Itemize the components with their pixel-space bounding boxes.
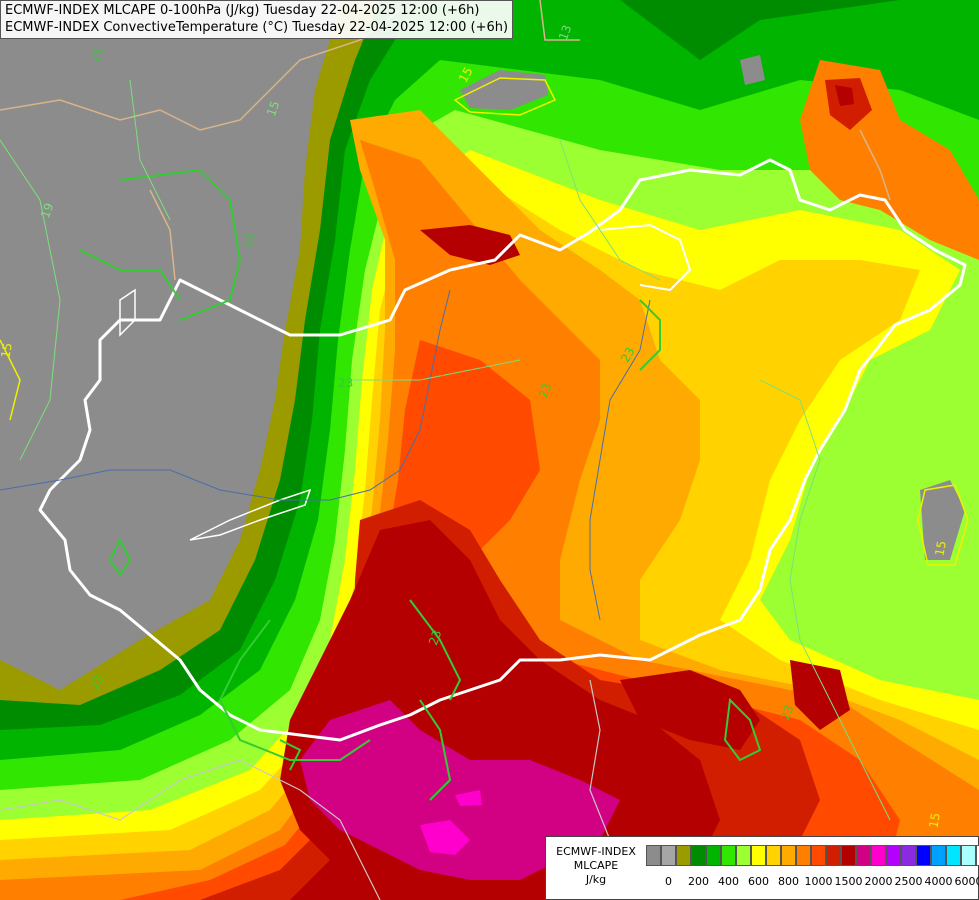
legend-swatch	[916, 845, 931, 866]
map-title-box: ECMWF-INDEX MLCAPE 0-100hPa (J/kg) Tuesd…	[0, 0, 514, 39]
legend-swatch	[706, 845, 721, 866]
legend-ticks: 0 200 400 600 800 100015002000250040006000	[646, 875, 979, 889]
border-tan-1	[0, 9, 401, 131]
contour-label: 23	[618, 345, 638, 365]
legend-title: ECMWF-INDEX MLCAPE J/kg	[546, 845, 646, 887]
contours-convective-temp-thin	[0, 79, 891, 821]
legend-tick-label: 600	[748, 875, 769, 888]
contour-label: 15	[0, 342, 15, 359]
contour-label: 19	[38, 201, 56, 220]
title-mlcape: ECMWF-INDEX MLCAPE 0-100hPa (J/kg) Tuesd…	[5, 3, 480, 18]
legend-tick-label: 6000	[954, 875, 979, 888]
legend-swatch	[931, 845, 946, 866]
contours-convective-temp	[79, 168, 762, 801]
nodata-patch-northeast	[740, 55, 765, 85]
contour-label-group: 21 19 15 13 15 23 23 23 23 23 23 15 15 1…	[0, 23, 949, 829]
legend-swatch	[811, 845, 826, 866]
contour-label: 21	[88, 45, 106, 64]
legend-swatch	[871, 845, 886, 866]
cape-band-magenta	[300, 700, 620, 880]
legend-swatch	[826, 845, 841, 866]
legend-tick-label: 1500	[834, 875, 863, 888]
legend-tick-label: 1000	[804, 875, 833, 888]
legend-swatch	[721, 845, 736, 866]
contour-label: 15	[456, 65, 476, 85]
legend-tick-label: 2000	[864, 875, 893, 888]
legend-swatch	[691, 845, 706, 866]
contours-yellow	[0, 77, 969, 566]
legend-tick-label: 800	[778, 875, 799, 888]
contour-label: 23	[338, 376, 353, 390]
legend-swatch	[796, 845, 811, 866]
contour-label: 23	[240, 231, 258, 250]
river-danube	[0, 289, 451, 501]
border-north	[599, 223, 692, 292]
contour-label: 23	[426, 628, 444, 647]
legend-parameter: MLCAPE	[573, 859, 619, 872]
border-gray-south	[0, 759, 381, 900]
legend-tick-label: 0	[665, 875, 672, 888]
border-tan-4	[539, 0, 580, 41]
legend-tick-label: 200	[688, 875, 709, 888]
contour-label: 23	[778, 703, 796, 722]
legend-swatch	[766, 845, 781, 866]
legend-swatch	[646, 845, 661, 866]
border-hungary	[38, 158, 967, 742]
cape-band-pink	[420, 820, 470, 855]
legend-tick-label: 4000	[924, 875, 953, 888]
legend-swatch	[751, 845, 766, 866]
legend-swatch	[886, 845, 901, 866]
contour-label: 15	[264, 99, 282, 118]
cape-cell-southeast-red	[790, 660, 850, 730]
nodata-patch-north	[460, 70, 548, 110]
legend-swatch	[976, 845, 979, 866]
contour-label: 15	[926, 812, 942, 829]
legend-tick-label: 400	[718, 875, 739, 888]
legend-tick-label: 2500	[894, 875, 923, 888]
legend-model: ECMWF-INDEX	[556, 845, 636, 858]
legend-swatch	[856, 845, 871, 866]
border-tan-2	[149, 189, 176, 281]
contour-label: 13	[556, 23, 574, 42]
cape-cell-east-darkred	[835, 85, 854, 106]
legend-swatches	[646, 845, 979, 866]
lake-balaton	[189, 488, 312, 541]
border-tan-3	[859, 129, 891, 201]
contour-label: 15	[932, 540, 948, 557]
border-west-small	[119, 288, 136, 337]
contour-label: 23	[536, 381, 554, 400]
legend-swatch	[946, 845, 961, 866]
legend-swatch	[661, 845, 676, 866]
legend-swatch	[841, 845, 856, 866]
legend-swatch	[781, 845, 796, 866]
cape-cell-northcenter-red	[420, 225, 520, 265]
cape-band-pink-2	[455, 790, 482, 806]
nodata-patch-east	[920, 480, 965, 560]
legend-unit: J/kg	[585, 873, 607, 886]
title-convective-temperature: ECMWF-INDEX ConvectiveTemperature (°C) T…	[5, 20, 509, 35]
cape-cell-south-red	[620, 670, 760, 750]
legend-swatch	[901, 845, 916, 866]
contour-label: 23	[88, 673, 106, 692]
legend-swatch	[676, 845, 691, 866]
legend-swatch	[961, 845, 976, 866]
legend-swatch	[736, 845, 751, 866]
color-legend: ECMWF-INDEX MLCAPE J/kg 0 200 400 600 800 100…	[545, 836, 979, 900]
river-tisza	[589, 299, 651, 621]
